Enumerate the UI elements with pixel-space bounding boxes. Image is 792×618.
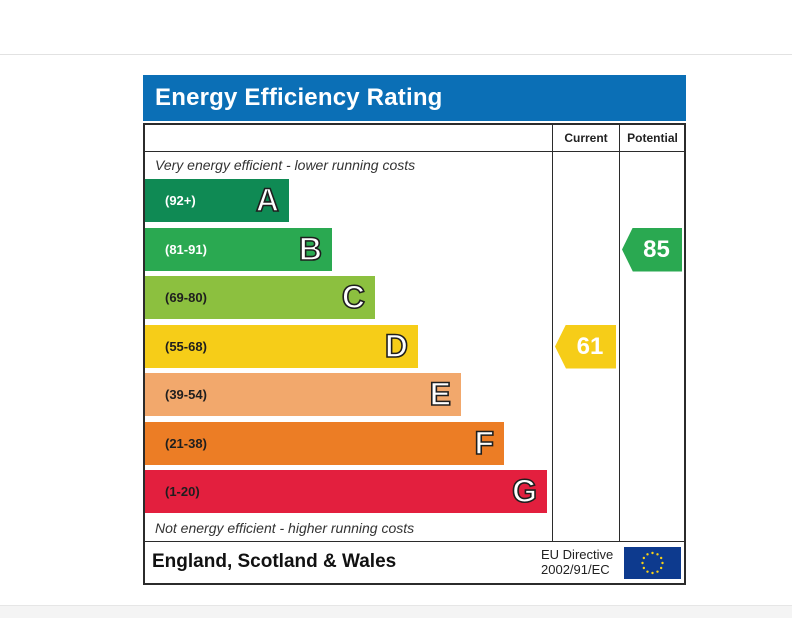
band-range-label: (81-91) [165, 241, 207, 257]
bottom-band [0, 605, 792, 618]
potential-column-header: Potential [627, 131, 678, 145]
band-f: (21-38) F [145, 421, 504, 465]
bottom-caption: Not energy efficient - higher running co… [155, 520, 415, 536]
potential-rating-badge: 85 [622, 227, 682, 272]
band-letter: A [255, 181, 280, 219]
band-letter: G [511, 472, 537, 510]
eu-flag-icon [624, 547, 681, 579]
band-range-label: (69-80) [165, 290, 207, 305]
eu-star [642, 566, 646, 570]
eu-star [656, 570, 659, 573]
band-g: (1-20) G [145, 470, 547, 513]
eu-star [642, 556, 646, 560]
eu-star [659, 566, 663, 570]
band-letter: B [298, 230, 323, 268]
band-letter: C [341, 278, 366, 316]
band-range-label: (55-68) [165, 338, 207, 354]
band-letter: F [474, 424, 495, 462]
eu-directive: EU Directive 2002/91/EC [541, 547, 619, 577]
eu-stars-icon [641, 551, 664, 575]
eu-directive-line2: 2002/91/EC [541, 562, 610, 577]
energy-rating-chart: Energy Efficiency Rating Current Potenti… [143, 75, 686, 585]
chart-title: Energy Efficiency Rating [143, 75, 686, 121]
footer-divider [143, 541, 686, 542]
band-range-label: (21-38) [165, 435, 207, 451]
top-caption: Very energy efficient - lower running co… [155, 157, 416, 173]
eu-star [659, 556, 663, 560]
eu-directive-line1: EU Directive [541, 547, 614, 562]
current-rating-badge-value: 61 [576, 332, 604, 360]
footer-country: England, Scotland & Wales [152, 551, 397, 572]
band-b: (81-91) B [145, 227, 332, 271]
eu-star [661, 561, 664, 565]
band-e: (39-54) E [145, 373, 461, 416]
band-d: (55-68) D [145, 324, 418, 368]
potential-rating-badge-value: 85 [643, 235, 670, 263]
eu-star [646, 553, 649, 556]
top-divider [0, 54, 792, 55]
current-column-header: Current [564, 131, 608, 145]
header-divider [143, 151, 686, 152]
band-range-label: (39-54) [165, 387, 207, 402]
eu-star [656, 553, 659, 556]
eu-star [651, 571, 654, 575]
eu-star [646, 570, 649, 573]
current-rating-badge: 61 [555, 324, 616, 369]
band-range-label: (92+) [165, 193, 196, 208]
band-a: (92+) A [145, 179, 289, 222]
band-letter: D [384, 327, 409, 365]
band-c: (69-80) C [145, 276, 375, 319]
eu-star [641, 561, 644, 565]
band-letter: E [429, 375, 452, 413]
band-range-label: (1-20) [165, 484, 200, 499]
potential-column-divider [619, 123, 620, 542]
eu-star [651, 551, 654, 555]
current-column-divider [552, 123, 553, 542]
